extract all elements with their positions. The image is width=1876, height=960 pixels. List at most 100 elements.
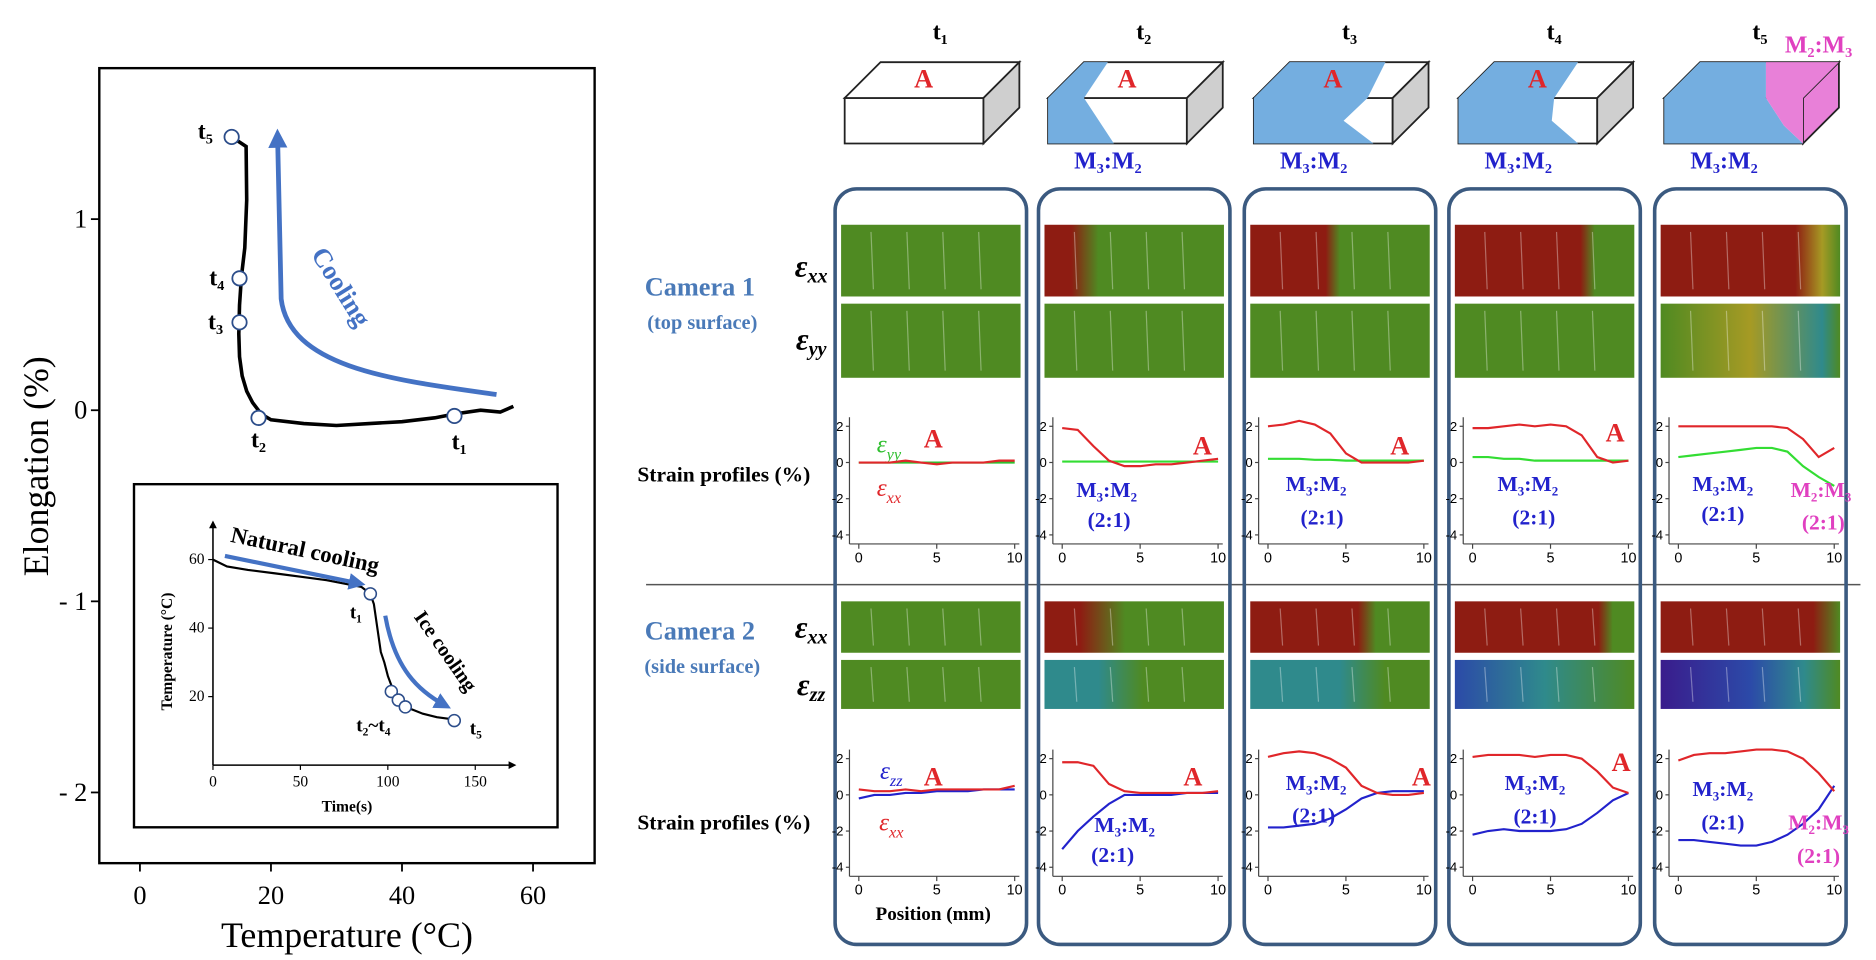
box-phase-2 <box>1765 62 1839 99</box>
box-phase <box>1253 98 1374 144</box>
map-label-main: ε <box>795 248 808 283</box>
legend-label: εxx <box>879 809 904 841</box>
map-texture <box>1387 608 1391 646</box>
y-tick-label: -2 <box>832 824 844 839</box>
annotation: M₃:M₂ <box>1094 813 1155 837</box>
y-axis-title: Elongation (%) <box>16 356 56 576</box>
map-texture <box>906 310 910 371</box>
x-tick-label: 40 <box>389 881 415 910</box>
map-texture <box>942 608 946 646</box>
x-tick-label: 0 <box>855 883 863 899</box>
map-label-sub: xx <box>806 626 827 648</box>
map-texture <box>1387 310 1391 371</box>
map-texture <box>870 231 874 290</box>
annotation: (2:1) <box>1802 510 1845 534</box>
x-tick-label: 10 <box>1007 883 1023 899</box>
x-tick-label: 20 <box>258 881 284 910</box>
data-line <box>212 558 458 722</box>
time-label: t₄ <box>1547 19 1562 45</box>
y-tick-label: 0 <box>1656 455 1663 470</box>
box-front <box>843 97 985 145</box>
map-label: εyy <box>796 321 828 360</box>
plot-frame <box>98 66 596 865</box>
marker-label: t₂~t₄ <box>356 716 390 737</box>
annotation: A <box>1412 763 1431 792</box>
strain-map <box>1044 224 1224 297</box>
map-texture <box>1109 608 1114 646</box>
x-tick-label: 100 <box>376 773 400 790</box>
annotation: A <box>924 424 943 453</box>
map-texture <box>1761 667 1766 702</box>
x-tick-label: 5 <box>1547 883 1555 899</box>
annotation: M₃:M₂ <box>1286 771 1347 795</box>
box-phase <box>1458 98 1579 144</box>
map-texture <box>1797 667 1802 702</box>
box-phase <box>1253 62 1386 99</box>
marker-label: t₂ <box>251 428 266 454</box>
y-tick-label: -4 <box>1446 860 1458 875</box>
ice-arrow <box>383 615 451 709</box>
strain-map <box>1044 601 1224 653</box>
map-texture <box>1073 608 1078 646</box>
strain-map <box>841 659 1021 709</box>
map-texture <box>1689 310 1694 371</box>
map-texture <box>1315 667 1320 702</box>
x-tick-label: 0 <box>855 550 863 566</box>
strain-map <box>1454 659 1635 709</box>
profile-label: Strain profiles (%) <box>637 463 810 487</box>
x-tick-label: 0 <box>1674 883 1682 899</box>
x-tick-label: 10 <box>1826 883 1842 899</box>
annotation: M₃:M₂ <box>1505 771 1566 795</box>
map-texture <box>906 231 910 290</box>
legend-label-sub: xx <box>888 823 904 842</box>
y-tick-label: 60 <box>189 551 205 568</box>
map-texture <box>906 608 910 646</box>
camera-panel <box>1447 187 1643 947</box>
x-tick-label: 5 <box>1136 883 1144 899</box>
y-tick-label: -2 <box>1651 491 1663 506</box>
map-texture <box>1351 608 1355 646</box>
box-side <box>1185 60 1224 146</box>
x-tick-label: 0 <box>1264 883 1272 899</box>
inset-frame <box>132 482 559 829</box>
box-phase <box>1458 62 1579 99</box>
x-tick-label: 60 <box>520 881 546 910</box>
strain-map <box>1660 224 1841 297</box>
annotation: (2:1) <box>1514 805 1557 829</box>
map-texture <box>978 667 982 702</box>
strain-map <box>1660 303 1841 378</box>
annotation: A <box>1612 748 1631 777</box>
map-texture <box>978 231 982 290</box>
map-texture <box>1484 608 1488 646</box>
data-line <box>1472 753 1629 795</box>
x-tick-label: 10 <box>1620 550 1636 566</box>
map-texture <box>1279 667 1284 702</box>
data-line <box>1267 790 1424 829</box>
map-texture <box>1555 667 1560 702</box>
strain-map <box>1044 303 1224 378</box>
data-line <box>1677 748 1836 792</box>
map-texture <box>1387 667 1391 702</box>
strain-map <box>1454 303 1635 378</box>
x-tick-label: 0 <box>133 881 146 910</box>
y-tick-label: -4 <box>832 527 844 542</box>
data-line <box>858 784 1015 793</box>
annotation: A <box>1193 431 1212 460</box>
profile-label: Strain profiles (%) <box>637 811 810 835</box>
legend-label-sub: zz <box>889 771 903 790</box>
marker <box>223 128 240 146</box>
data-line <box>1472 423 1629 464</box>
marker-label: t₄ <box>209 265 224 291</box>
marker <box>231 270 248 287</box>
map-texture <box>1761 231 1766 290</box>
legend-label: εxx <box>877 474 902 506</box>
marker <box>446 407 463 425</box>
map-label: εxx <box>795 248 828 287</box>
box-label: A <box>1528 64 1547 93</box>
strain-map <box>841 601 1021 653</box>
x-axis-title: Temperature (°C) <box>221 915 473 955</box>
map-texture <box>1073 231 1078 290</box>
map-texture <box>1351 310 1355 371</box>
map-texture <box>1145 310 1150 371</box>
map-texture <box>1484 667 1488 702</box>
